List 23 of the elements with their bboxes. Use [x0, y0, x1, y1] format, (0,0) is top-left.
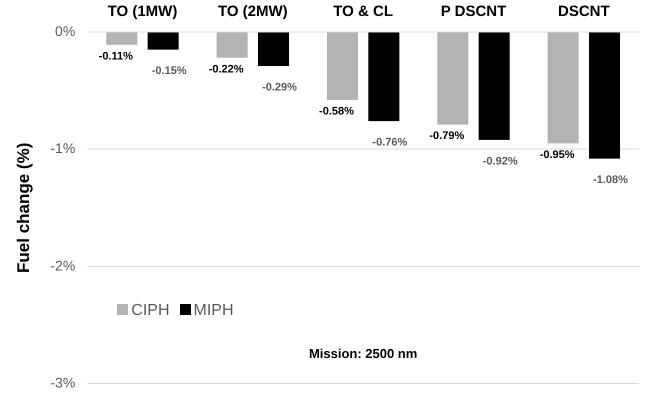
data-label: -0.11%: [98, 50, 134, 62]
y-tick-label: -2%: [50, 257, 76, 274]
data-label: -1.08%: [593, 174, 628, 186]
x-tick-label: TO (2MW): [218, 3, 288, 20]
data-label: -0.15%: [152, 65, 187, 78]
data-label: -0.76%: [372, 136, 408, 149]
x-tick-label: P DSCNT: [440, 3, 506, 20]
y-tick-label: 0%: [55, 22, 76, 39]
annotation: Mission: 2500 nm: [308, 346, 418, 362]
data-label: -0.58%: [319, 106, 354, 118]
y-tick-label: -3%: [50, 374, 76, 390]
data-label: -0.22%: [208, 63, 244, 76]
x-tick-label: TO (1MW): [108, 3, 178, 20]
y-axis-title: Fuel change (%): [14, 142, 33, 273]
x-tick-label: DSCNT: [558, 3, 610, 20]
x-tick-label: TO & CL: [333, 3, 394, 20]
legend-label: MIPH: [192, 302, 234, 320]
y-tick-label: -1%: [50, 140, 76, 156]
data-label: -0.92%: [482, 155, 518, 168]
legend-label: CIPH: [130, 302, 170, 320]
data-label: -0.79%: [429, 130, 464, 142]
data-label: -0.95%: [540, 148, 575, 161]
data-label: -0.29%: [262, 82, 298, 94]
